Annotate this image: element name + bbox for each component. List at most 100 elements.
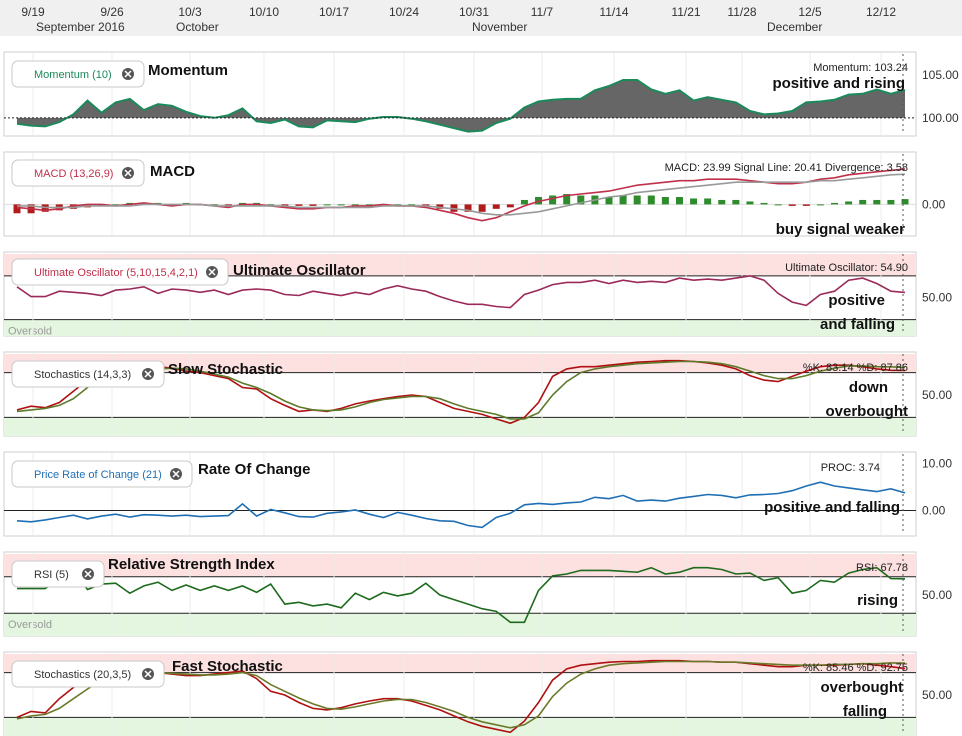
close-icon[interactable] [142, 668, 154, 680]
oversold-zone [4, 319, 916, 336]
macd-histogram-bar [295, 204, 303, 206]
panel-momentum: 105.00 100.00 Momentum: 103.24 Momentum (10… [3, 51, 959, 137]
series-line-rsi [17, 566, 906, 624]
indicator-readout: RSI: 67.78 [856, 562, 908, 574]
macd-histogram-bar [577, 195, 585, 205]
macd-histogram-bar [802, 204, 810, 206]
macd-histogram-bar [337, 204, 345, 206]
macd-histogram-bar [549, 195, 557, 205]
date-tick-label: 10/24 [389, 5, 419, 19]
indicator-pill-label: MACD (13,26,9) [34, 168, 113, 180]
y-tick-label: 50.00 [922, 588, 952, 602]
x-axis-top: 9/19 9/26 10/3 10/10 10/17 10/24 10/31 11/7 11/1… [0, 0, 962, 36]
macd-histogram-bar [647, 195, 655, 205]
macd-histogram-bar [873, 199, 881, 205]
indicator-title: MACD [150, 163, 195, 180]
indicator-pill[interactable]: MACD (13,26,9) [11, 159, 145, 187]
indicator-title: Momentum [148, 62, 228, 79]
y-tick-label: 100.00 [922, 111, 959, 125]
indicator-pill[interactable]: Price Rate of Change (21) [11, 460, 193, 488]
y-tick-label: 105.00 [922, 68, 959, 82]
commentary-annotation: positive and falling [764, 499, 900, 516]
macd-histogram-bar [633, 195, 641, 205]
indicator-pill-label: Momentum (10) [34, 69, 112, 81]
date-tick-label: 10/31 [459, 5, 489, 19]
indicator-readout: %K: 85.46 %D: 92.75 [803, 662, 908, 674]
commentary-annotation: positive [828, 292, 885, 309]
date-tick-label: 11/28 [727, 5, 756, 19]
panel-rsi: Oversold 50.00 RSI: 67.78 RSI (5) Relative S… [3, 551, 952, 637]
y-tick-label: 50.00 [922, 688, 952, 702]
macd-histogram-bar [267, 204, 275, 206]
panel-slowstoch: 50.00 %K: 83.14 %D: 87.86 Stochastics (14,… [3, 351, 952, 437]
commentary-annotation: positive and rising [772, 75, 905, 92]
indicator-readout: Ultimate Oscillator: 54.90 [785, 262, 908, 274]
overbought-zone [4, 354, 916, 373]
macd-histogram-bar [323, 204, 331, 206]
date-tick-label: 9/19 [21, 5, 45, 19]
close-icon[interactable] [122, 68, 134, 80]
y-tick-label: 10.00 [922, 456, 952, 470]
macd-histogram-bar [718, 199, 726, 205]
macd-histogram-bar [506, 204, 514, 208]
macd-histogram-bar [478, 204, 486, 212]
close-icon[interactable] [142, 368, 154, 380]
date-tick-label: 10/17 [319, 5, 349, 19]
series-line-k [16, 359, 906, 425]
indicator-pill[interactable]: Momentum (10) [11, 60, 145, 88]
date-tick-label: 12/12 [866, 5, 896, 19]
indicator-pill-label: Stochastics (20,3,5) [34, 669, 131, 681]
month-label: October [176, 20, 219, 34]
overbought-zone [4, 554, 916, 577]
date-tick-label: 10/3 [178, 5, 202, 19]
date-tick-label: 11/21 [671, 5, 700, 19]
date-tick-label: 12/5 [798, 5, 822, 19]
close-icon[interactable] [122, 167, 134, 179]
indicator-pill[interactable]: Stochastics (20,3,5) [11, 660, 165, 688]
indicator-pill[interactable]: Stochastics (14,3,3) [11, 360, 165, 388]
panel-macd: 0.00 MACD: 23.99 Signal Line: 20.41 Diver… [3, 151, 946, 238]
macd-histogram-bar [351, 204, 359, 206]
oversold-zone [4, 417, 916, 436]
macd-histogram-bar [704, 198, 712, 205]
momentum-line [16, 79, 906, 133]
macd-histogram-bar [746, 201, 754, 205]
overbought-zone [4, 254, 916, 276]
y-tick-label: 50.00 [922, 291, 952, 305]
macd-histogram-bar [816, 204, 824, 206]
indicator-title: Rate Of Change [198, 461, 311, 478]
oversold-zone [4, 717, 916, 736]
panel-ultimate: Oversold 50.00 Ultimate Oscillator: 54.90 U… [3, 251, 952, 338]
zone-label: Oversold [8, 619, 52, 631]
commentary-annotation: down [849, 379, 888, 396]
close-icon[interactable] [206, 266, 218, 278]
indicator-pill[interactable]: Ultimate Oscillator (5,10,15,4,2,1) [11, 258, 229, 286]
macd-histogram-bar [774, 204, 782, 206]
panel-proc: 10.00 0.00 PROC: 3.74 Price Rate of Change … [3, 451, 952, 537]
macd-histogram-bar [464, 204, 472, 212]
oversold-zone [4, 613, 916, 636]
macd-histogram-bar [887, 199, 895, 205]
macd-histogram-bar [831, 202, 839, 205]
macd-histogram-bar [788, 204, 796, 206]
macd-histogram-bar [492, 204, 500, 209]
indicator-pill[interactable]: RSI (5) [11, 560, 105, 588]
series-line-ultimateoscillator [16, 275, 906, 309]
macd-histogram-bar [605, 197, 613, 205]
macd-histogram-bar [732, 199, 740, 205]
indicator-title: Slow Stochastic [168, 361, 283, 378]
panel-faststoch: 50.00 %K: 85.46 %D: 92.75 Stochastics (20,… [3, 651, 952, 736]
date-tick-label: 9/26 [100, 5, 124, 19]
macd-histogram-bar [661, 197, 669, 205]
y-tick-label: 50.00 [922, 388, 952, 402]
month-label: December [767, 20, 822, 34]
close-icon[interactable] [170, 468, 182, 480]
series-line-d [16, 660, 906, 729]
series-line-signalline [17, 173, 906, 216]
commentary-annotation: and falling [820, 316, 895, 333]
close-icon[interactable] [82, 568, 94, 580]
macd-histogram-bar [365, 204, 373, 206]
macd-histogram-bar [675, 197, 683, 205]
macd-histogram-bar [112, 204, 120, 206]
date-tick-label: 11/7 [531, 5, 554, 19]
